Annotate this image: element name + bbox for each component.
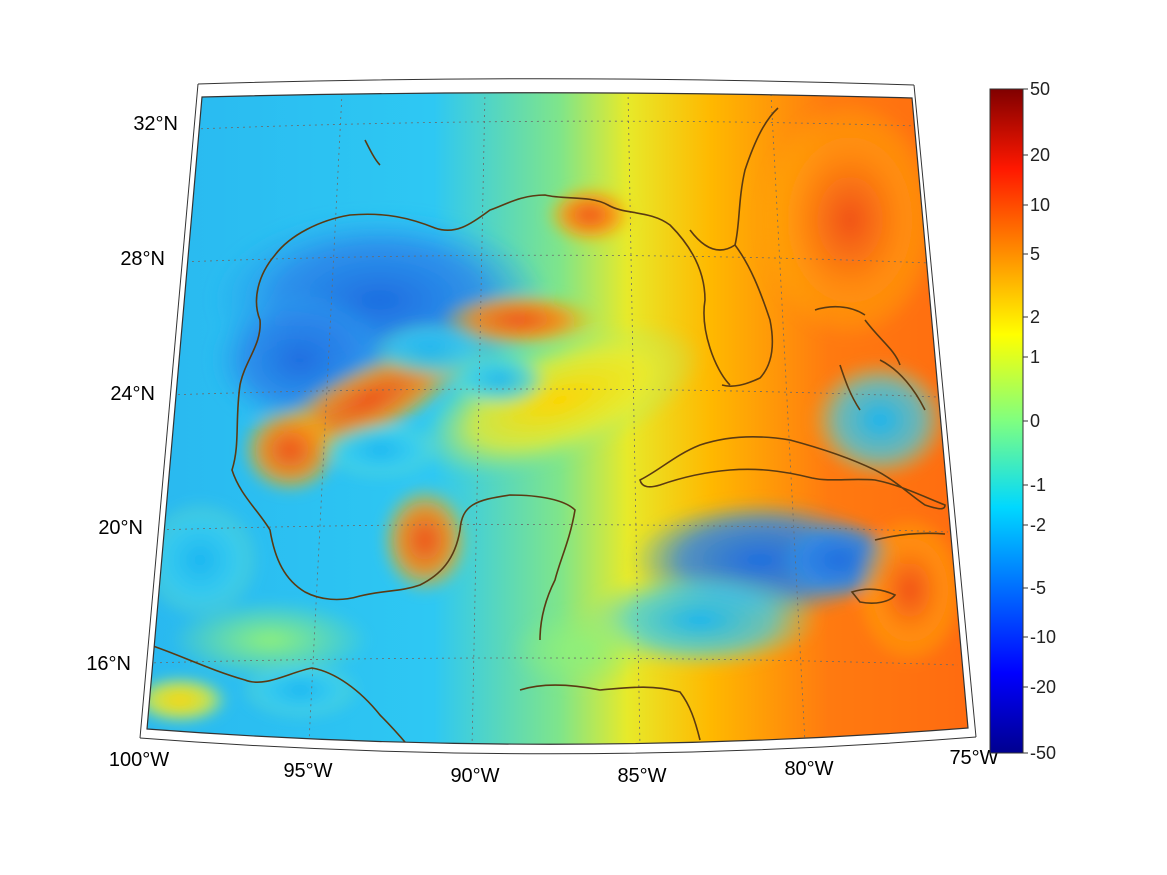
lat-label: 24°N bbox=[110, 383, 155, 405]
lon-label: 80°W bbox=[784, 758, 833, 780]
colorbar-tick-label: 50 bbox=[1030, 79, 1050, 99]
colorbar-ramp bbox=[989, 88, 1024, 754]
lat-label: 32°N bbox=[133, 113, 178, 135]
colorbar-tick-label: -50 bbox=[1030, 743, 1056, 763]
colorbar-tick-label: 20 bbox=[1030, 145, 1050, 165]
colorbar-tick-label: -5 bbox=[1030, 578, 1046, 598]
colorbar-tick-label: 10 bbox=[1030, 195, 1050, 215]
colorbar-tick-label: 0 bbox=[1030, 411, 1040, 431]
latitude-labels: 32°N 28°N 24°N 20°N 16°N bbox=[86, 113, 178, 675]
lon-label: 90°W bbox=[450, 765, 499, 787]
lon-label: 95°W bbox=[283, 760, 332, 782]
lon-label: 85°W bbox=[617, 765, 666, 787]
colorbar-tick-label: 5 bbox=[1030, 244, 1040, 264]
colorbar-tick-label: 1 bbox=[1030, 347, 1040, 367]
longitude-labels: 100°W 95°W 90°W 85°W 80°W 75°W bbox=[109, 747, 999, 787]
colorbar-tick-label: -20 bbox=[1030, 677, 1056, 697]
colorbar-tick-label: -2 bbox=[1030, 515, 1046, 535]
map-frame bbox=[146, 92, 969, 745]
colorbar-tick-label: -1 bbox=[1030, 475, 1046, 495]
coastline bbox=[149, 107, 946, 745]
colorbar-tick-label: 2 bbox=[1030, 307, 1040, 327]
lon-label: 75°W bbox=[949, 747, 998, 769]
lat-label: 16°N bbox=[86, 653, 131, 675]
colorbar-tick-label: -10 bbox=[1030, 627, 1056, 647]
lat-label: 20°N bbox=[98, 517, 143, 539]
lat-label: 28°N bbox=[120, 248, 165, 270]
anomaly-field bbox=[147, 92, 968, 745]
lon-label: 100°W bbox=[109, 749, 169, 771]
